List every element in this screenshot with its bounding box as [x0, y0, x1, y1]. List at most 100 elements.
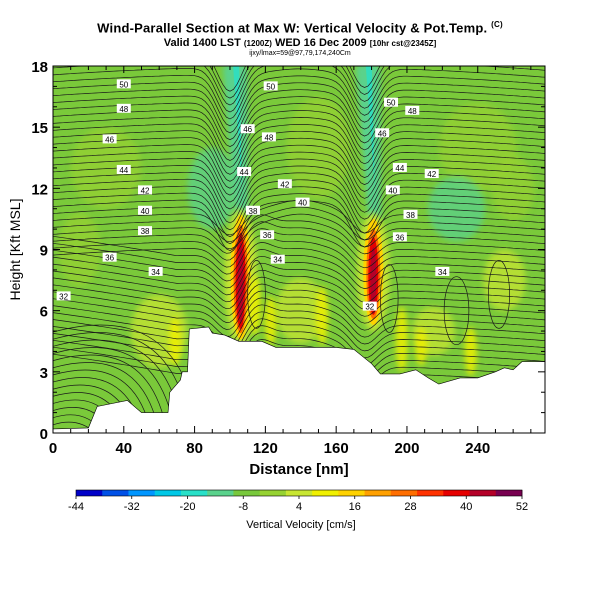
isentrope-26 — [53, 186, 545, 238]
colorbar-cell-1 — [102, 490, 129, 496]
isentrope-label-bg-3 — [116, 164, 131, 174]
colorbar-cell-9 — [312, 490, 339, 496]
isentrope-label-bg-15 — [295, 197, 310, 207]
isentrope-label-bg-13 — [237, 167, 252, 177]
isentrope-7 — [53, 304, 545, 345]
isentrope-10 — [53, 283, 545, 324]
isentrope-label-bg-17 — [260, 230, 275, 240]
isentrope-42 — [53, 75, 545, 127]
isentrope-label-20: 48 — [408, 107, 417, 116]
isentrope-label-1: 48 — [119, 105, 128, 114]
isentrope-label-27: 34 — [438, 268, 447, 277]
isentrope-label-23: 42 — [427, 170, 436, 179]
isentrope-label-4: 42 — [141, 186, 150, 195]
isentrope-label-bg-24 — [385, 185, 400, 195]
isentrope-label-bg-11 — [261, 132, 276, 142]
isentrope-label-bg-7 — [102, 252, 117, 262]
low-contour-9 — [53, 354, 168, 433]
x-tick-label-40: 40 — [115, 440, 132, 457]
y-tick-label-12: 12 — [31, 181, 48, 198]
x-tick-label-200: 200 — [394, 440, 419, 457]
isentrope-label-bg-8 — [148, 266, 163, 276]
isentrope-27 — [53, 179, 545, 231]
isentrope-label-19: 50 — [387, 99, 396, 108]
isentrope-9 — [53, 290, 545, 331]
bowed-contour-3 — [488, 260, 510, 329]
colorbar-tick-label-3: -8 — [238, 501, 248, 513]
weak-updraft-5 — [415, 327, 428, 366]
isentrope-2 — [53, 339, 545, 380]
isentrope-label-bg-16 — [245, 205, 260, 215]
terrain — [53, 326, 545, 433]
isentrope-28 — [53, 172, 545, 224]
x-tick-label-160: 160 — [324, 440, 349, 457]
colorbar-cell-15 — [469, 490, 497, 496]
isentrope-label-bg-25 — [403, 209, 418, 219]
isentrope-11 — [53, 276, 545, 317]
isentrope-label-25: 38 — [406, 211, 415, 220]
colorbar-cell-13 — [417, 490, 444, 496]
isentrope-30 — [53, 158, 545, 210]
y-tick-label-9: 9 — [40, 243, 48, 260]
colorbar-tick-label-4: 4 — [296, 501, 302, 513]
isentrope-label-10: 50 — [266, 82, 275, 91]
colorbar-cell-16 — [495, 490, 523, 496]
isentrope-label-22: 44 — [395, 164, 404, 173]
isentrope-label-bg-0 — [116, 79, 131, 89]
isentrope-19 — [53, 221, 545, 262]
y-tick-label-15: 15 — [31, 120, 48, 137]
isentrope-label-bg-28 — [362, 301, 377, 311]
isentrope-label-8: 34 — [151, 268, 160, 277]
isentrope-label-15: 40 — [298, 199, 307, 208]
colorbar-cell-8 — [285, 490, 313, 496]
isentrope-label-9: 32 — [59, 292, 68, 301]
weak-updraft-1 — [248, 276, 261, 336]
x-tick-label-120: 120 — [253, 440, 278, 457]
isentrope-label-bg-6 — [138, 226, 153, 236]
y-tick-label-6: 6 — [40, 304, 48, 321]
colorbar-cell-10 — [338, 490, 365, 496]
isentrope-label-5: 40 — [141, 207, 150, 216]
colorbar-tick-label-0: -44 — [68, 501, 84, 513]
isentrope-5 — [53, 318, 545, 359]
isentrope-20 — [53, 214, 545, 255]
isentrope-label-7: 36 — [105, 254, 114, 263]
isentrope-15 — [53, 249, 545, 289]
field-patch-10 — [58, 212, 101, 287]
isentrope-label-13: 44 — [240, 168, 249, 177]
isentropes — [53, 66, 545, 433]
x-tick-label-80: 80 — [186, 440, 203, 457]
isentrope-8 — [53, 297, 545, 338]
bowed-contour-0 — [247, 260, 266, 329]
isentrope-label-12: 46 — [243, 125, 252, 134]
isentrope-label-bg-18 — [270, 254, 285, 264]
isentrope-16 — [53, 242, 545, 282]
isentrope-3 — [53, 332, 545, 373]
colorbar-cell-3 — [154, 490, 182, 496]
isentrope-4 — [53, 325, 545, 366]
isentrope-label-0: 50 — [119, 80, 128, 89]
colorbar-cell-6 — [233, 490, 261, 496]
colorbar-tick-label-8: 52 — [516, 501, 528, 513]
colorbar-cell-11 — [364, 490, 392, 496]
bowed-contour-2 — [443, 276, 470, 346]
colorbar-cell-5 — [207, 490, 234, 496]
isentrope-31 — [53, 151, 545, 203]
isentrope-label-21: 46 — [378, 129, 387, 138]
colorbar-cell-2 — [128, 490, 156, 496]
isentrope-label-26: 36 — [395, 233, 404, 242]
isentrope-label-bg-2 — [102, 134, 117, 144]
isentrope-label-2: 46 — [105, 135, 114, 144]
isentrope-18 — [53, 228, 545, 269]
colorbar-cell-12 — [390, 490, 418, 496]
isentrope-label-bg-21 — [375, 128, 390, 138]
x-tick-label-0: 0 — [49, 440, 57, 457]
velocity-field — [53, 66, 545, 433]
x-axis-label: Distance [nm] — [249, 461, 348, 478]
isentrope-label-bg-1 — [116, 103, 131, 113]
colorbar-label: Vertical Velocity [cm/s] — [246, 519, 355, 531]
isentrope-label-bg-26 — [392, 232, 407, 242]
isentrope-17 — [53, 235, 545, 276]
